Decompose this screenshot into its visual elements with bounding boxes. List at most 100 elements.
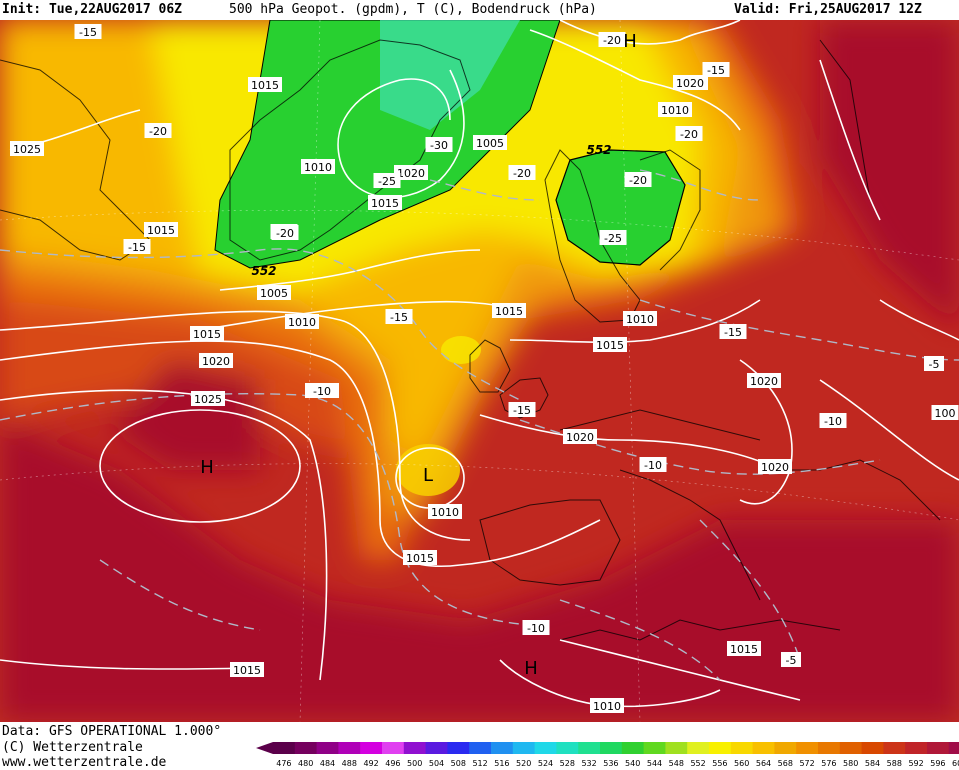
geopotential-contour-label: 552 xyxy=(251,264,276,278)
legend-swatch xyxy=(273,742,296,754)
legend-tick-label: 600 xyxy=(952,759,959,768)
isobar-label: 1020 xyxy=(676,77,704,90)
isobar-label: 1010 xyxy=(593,700,621,713)
isotherm-label-box xyxy=(385,309,413,324)
low-pressure-center: L xyxy=(423,465,433,486)
isobar-label-box xyxy=(623,311,657,326)
legend-swatch xyxy=(643,742,666,754)
legend-swatch xyxy=(491,742,514,754)
isobar-label-box xyxy=(931,405,959,420)
isotherm-label: -20 xyxy=(149,125,167,138)
legend-swatch xyxy=(338,742,361,754)
isotherm-label-box xyxy=(508,402,536,417)
isobar-label: 1020 xyxy=(397,167,425,180)
legend-swatch xyxy=(948,742,959,754)
isobar-label-box xyxy=(473,135,507,150)
isobar-label-box xyxy=(190,326,224,341)
isobar-label-box xyxy=(403,550,437,565)
isobar-label: 100 xyxy=(935,407,956,420)
isobar-label-box xyxy=(673,75,707,90)
legend-tick-label: 500 xyxy=(407,759,422,768)
isotherm-label: -20 xyxy=(603,34,621,47)
isobar-label: 1010 xyxy=(288,316,316,329)
legend-arrow-left xyxy=(256,742,273,754)
isobar-label: 1020 xyxy=(761,461,789,474)
isobar-label: 1025 xyxy=(194,393,222,406)
legend-swatch xyxy=(578,742,601,754)
isobar-label-box xyxy=(257,285,291,300)
legend-tick-label: 532 xyxy=(581,759,596,768)
legend-swatch xyxy=(382,742,405,754)
legend-swatch xyxy=(730,742,754,754)
isobar-label: 1010 xyxy=(626,313,654,326)
isotherm-label-box xyxy=(819,413,847,428)
legend-tick-label: 524 xyxy=(538,759,553,768)
legend-swatch xyxy=(709,742,732,754)
data-source: Data: GFS OPERATIONAL 1.000° xyxy=(2,724,222,739)
isobar-label-box xyxy=(428,504,462,519)
coastlines xyxy=(0,39,941,641)
isotherm-label-box xyxy=(308,383,336,398)
isobar-label-box xyxy=(248,77,282,92)
legend-swatch xyxy=(534,742,557,754)
legend-swatch xyxy=(883,742,906,754)
isotherm-label-box xyxy=(624,172,652,187)
chart-header: Init: Tue,22AUG2017 06Z 500 hPa Geopot. … xyxy=(0,0,959,20)
isobar-label: 1015 xyxy=(730,643,758,656)
legend-tick-label: 560 xyxy=(734,759,749,768)
legend-swatch xyxy=(469,742,492,754)
legend-swatch xyxy=(556,742,579,754)
isobar-label: 1010 xyxy=(304,161,332,174)
isotherm-label: -20 xyxy=(276,227,294,240)
isotherm-label: -25 xyxy=(604,232,622,245)
legend-tick-label: 580 xyxy=(843,759,858,768)
legend-tick-label: 496 xyxy=(385,759,400,768)
isobar-label: 1015 xyxy=(371,197,399,210)
isotherm-label: -15 xyxy=(390,311,408,324)
isotherm-label: -30 xyxy=(430,139,448,152)
isobar-label: 1020 xyxy=(566,431,594,444)
isotherm-label-box xyxy=(781,652,801,667)
legend-tick-label: 556 xyxy=(712,759,727,768)
isotherm-label: -20 xyxy=(680,128,698,141)
isotherm-label: -20 xyxy=(513,167,531,180)
isobar-label: 1025 xyxy=(13,143,41,156)
field-description: 500 hPa Geopot. (gpdm), T (C), Bodendruc… xyxy=(229,2,597,17)
legend-swatch xyxy=(796,742,819,754)
isobar-label: 1015 xyxy=(596,339,624,352)
chart-footer: Data: GFS OPERATIONAL 1.000° (C) Wetterz… xyxy=(0,722,959,770)
geopotential-contour-label: 552 xyxy=(586,143,611,157)
legend-swatch xyxy=(861,742,884,754)
isobar-label-box xyxy=(394,165,428,180)
high-pressure-center: H xyxy=(623,31,637,52)
legend-tick-label: 540 xyxy=(625,759,640,768)
isotherm-label-box xyxy=(123,239,151,254)
isotherm-label-box xyxy=(425,137,453,152)
legend-tick-label: 548 xyxy=(669,759,684,768)
isobar-label: 1015 xyxy=(251,79,279,92)
isotherm-label-box xyxy=(702,62,730,77)
isobar-label-box xyxy=(492,303,526,318)
isotherm-label-box xyxy=(639,457,667,472)
legend-swatch xyxy=(905,742,928,754)
legend-tick-label: 564 xyxy=(756,759,771,768)
isotherm-label: -15 xyxy=(707,64,725,77)
isotherm-label-box xyxy=(508,165,536,180)
legend-tick-label: 504 xyxy=(429,759,444,768)
legend-swatch xyxy=(294,742,318,754)
isobar-label: 1015 xyxy=(233,664,261,677)
legend-tick-label: 480 xyxy=(298,759,313,768)
high-pressure-center: H xyxy=(524,658,538,679)
isobar-label-box xyxy=(144,222,178,237)
isotherm-label-box xyxy=(271,225,299,240)
isotherm-label-box xyxy=(675,126,703,141)
isotherm-label-box xyxy=(719,324,747,339)
isobar-label: 1005 xyxy=(476,137,504,150)
isobar-label-box xyxy=(285,314,319,329)
isotherm-label: -10 xyxy=(313,385,331,398)
isotherm-label: -15 xyxy=(79,26,97,39)
legend-tick-label: 476 xyxy=(276,759,291,768)
isobar-label: 1015 xyxy=(193,328,221,341)
